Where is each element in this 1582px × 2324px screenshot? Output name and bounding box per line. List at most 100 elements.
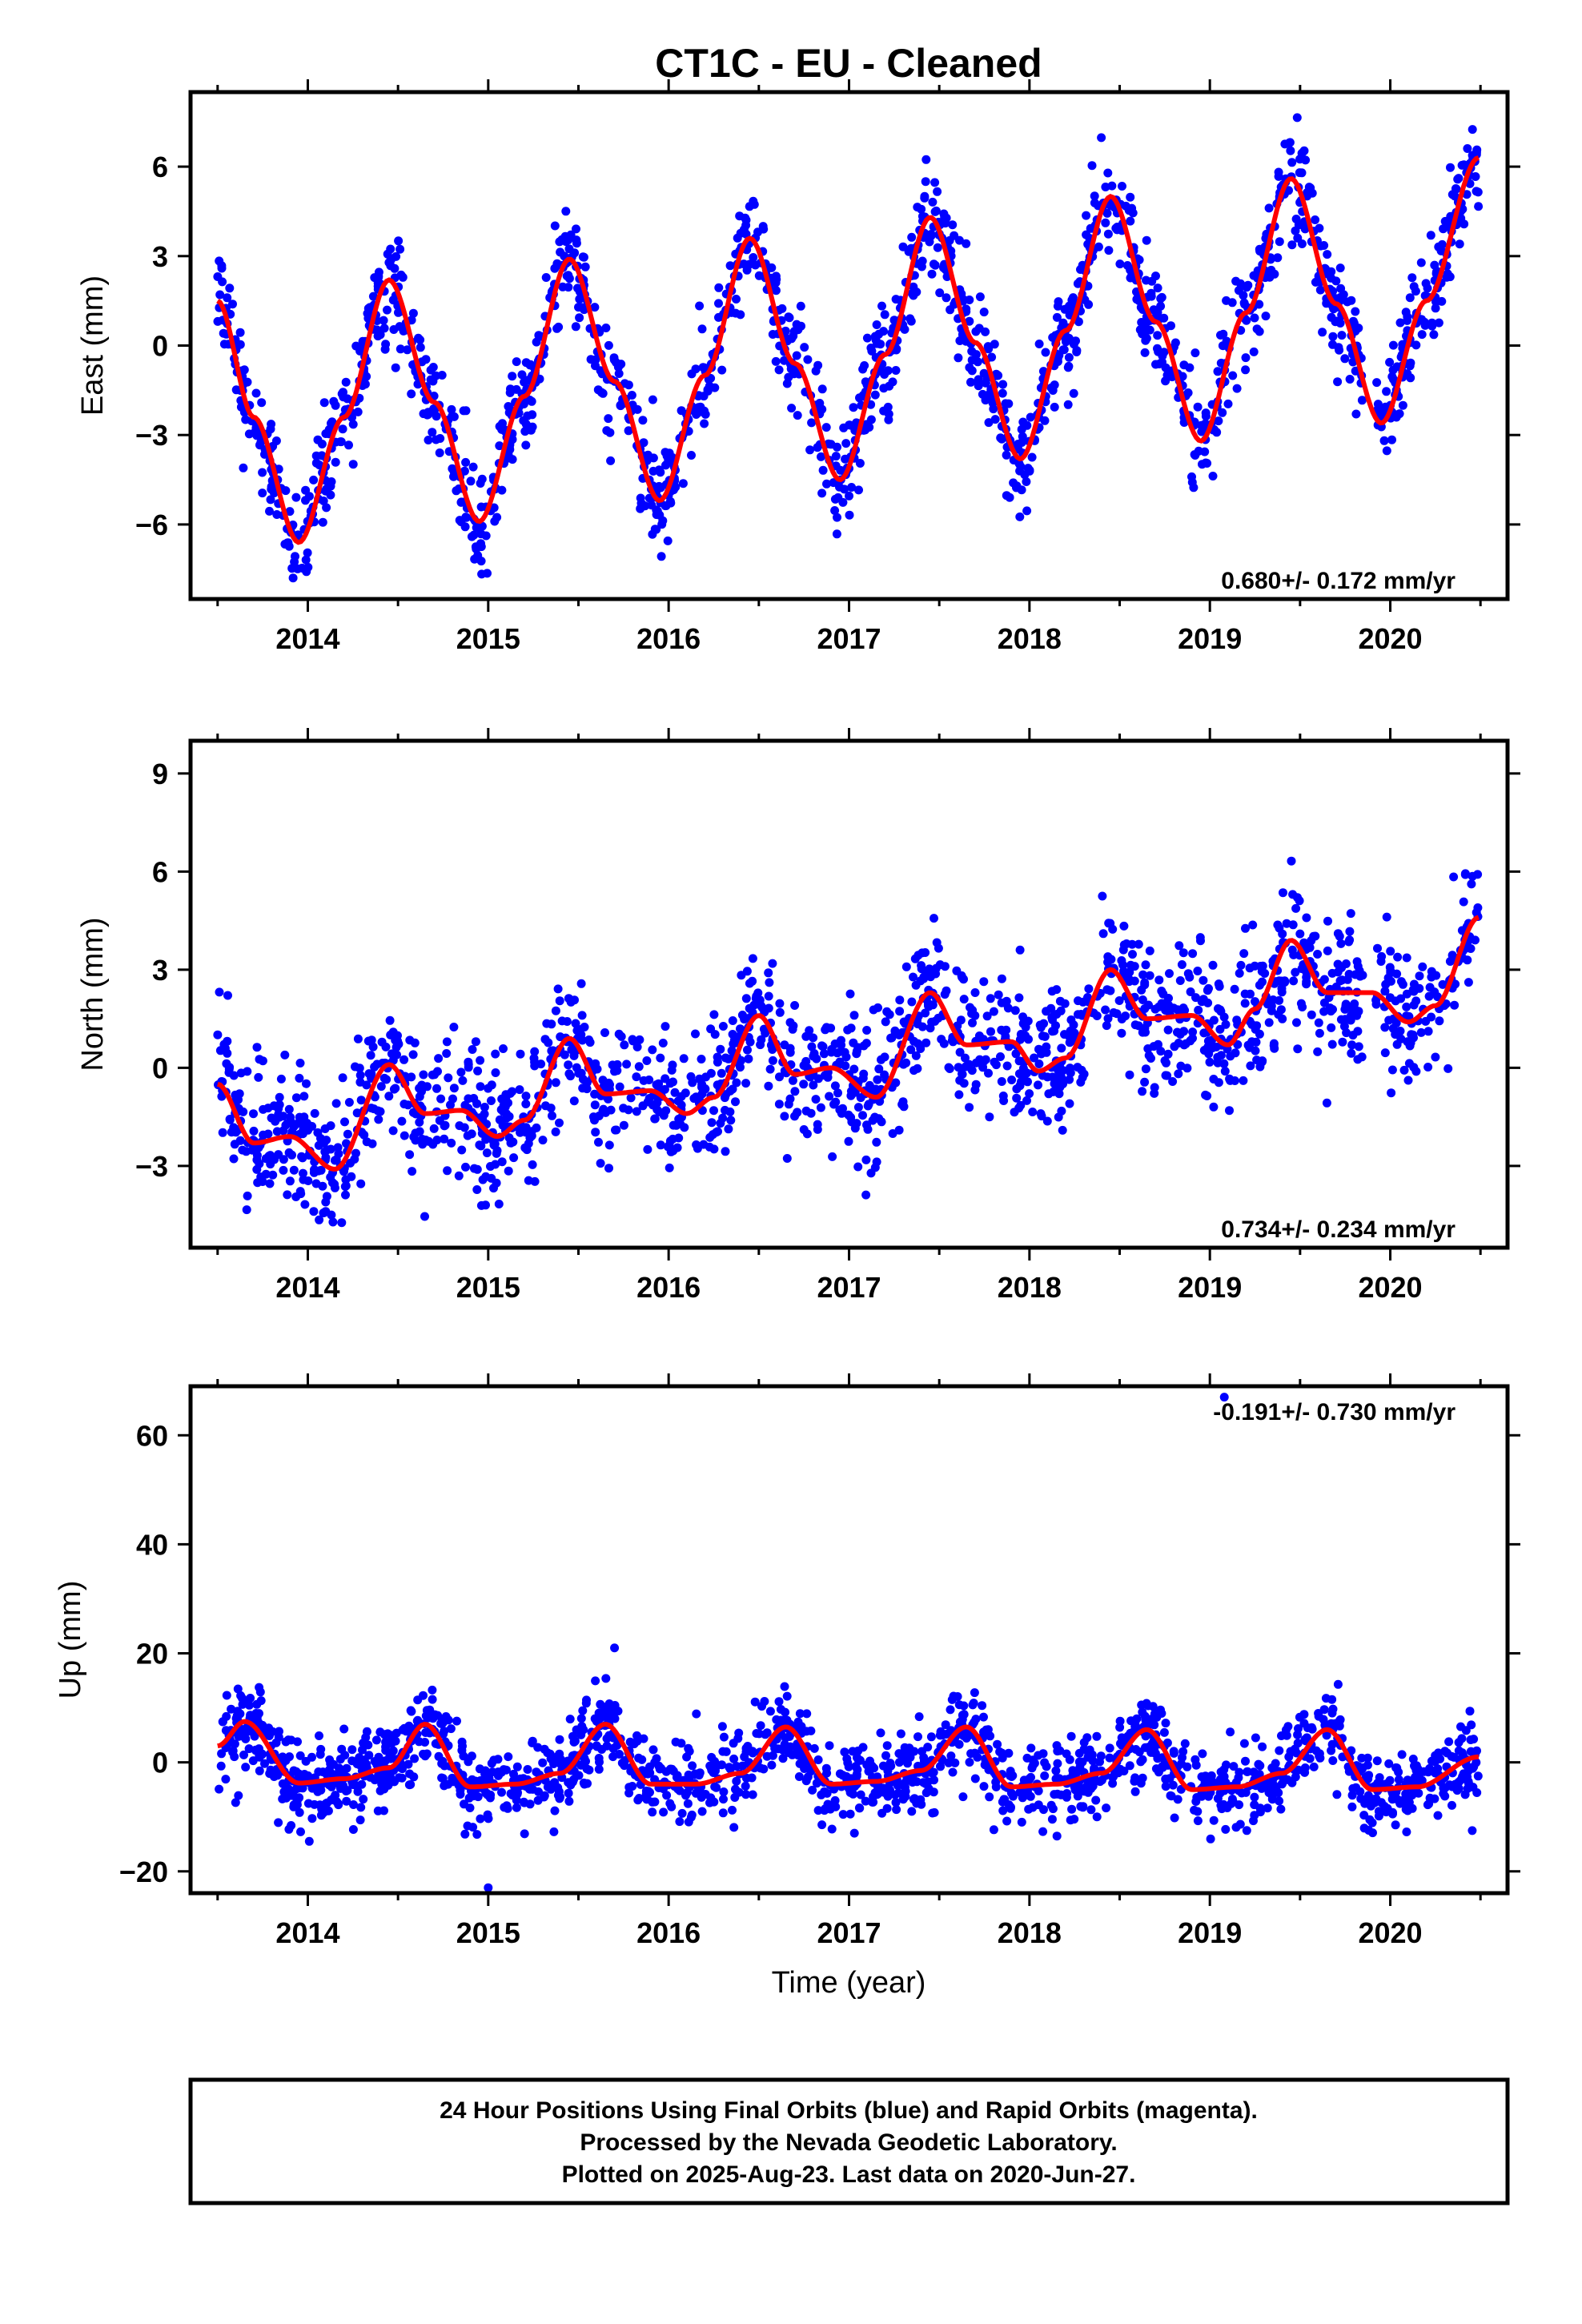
x-tick-label: 2015 — [456, 1271, 520, 1304]
data-point — [1170, 1813, 1179, 1823]
data-point — [1460, 870, 1470, 879]
data-point — [242, 1205, 251, 1215]
data-point — [978, 1701, 987, 1711]
data-point — [1275, 1796, 1284, 1806]
data-point — [1065, 1075, 1074, 1084]
data-point — [447, 1138, 456, 1148]
data-point — [1328, 340, 1337, 349]
data-point — [578, 252, 588, 262]
data-point — [1022, 506, 1032, 516]
data-point — [846, 1023, 856, 1033]
data-point — [1095, 1777, 1105, 1787]
data-point — [792, 351, 801, 360]
data-point — [861, 377, 870, 387]
data-point — [1292, 113, 1302, 123]
data-point — [1380, 987, 1390, 996]
data-point — [1315, 285, 1325, 295]
data-point — [974, 377, 983, 387]
data-point — [731, 308, 741, 318]
data-point — [533, 1795, 543, 1805]
data-point — [1125, 1070, 1134, 1080]
data-point — [1418, 962, 1427, 971]
x-tick-label: 2014 — [275, 1271, 339, 1304]
data-point — [921, 948, 930, 957]
data-point — [1465, 1707, 1475, 1716]
data-point — [662, 1791, 672, 1800]
data-point — [307, 1752, 316, 1762]
data-point — [1132, 1714, 1142, 1723]
data-point — [879, 368, 889, 377]
data-point — [833, 493, 843, 502]
data-point — [1064, 333, 1074, 343]
y-tick-label: 6 — [152, 151, 168, 183]
data-point — [272, 510, 282, 519]
data-point — [591, 1128, 600, 1137]
data-point — [1386, 947, 1395, 956]
data-point — [1091, 1795, 1101, 1805]
data-point — [790, 1001, 800, 1010]
data-point — [645, 1762, 654, 1771]
data-point — [1468, 125, 1477, 135]
data-point — [395, 322, 404, 332]
data-point — [432, 371, 440, 380]
data-point — [551, 1006, 560, 1015]
y-tick-label: 3 — [152, 954, 168, 987]
data-point — [767, 1760, 777, 1770]
data-point — [700, 363, 709, 372]
data-point — [1299, 146, 1309, 155]
data-point — [601, 324, 611, 332]
data-point — [606, 456, 616, 465]
data-point — [379, 324, 389, 333]
data-point — [1024, 1035, 1033, 1044]
data-point — [1067, 296, 1077, 305]
data-point — [817, 489, 827, 498]
data-point — [1063, 363, 1073, 372]
data-point — [1098, 891, 1107, 901]
data-point — [931, 969, 941, 979]
data-point — [1025, 1775, 1034, 1784]
data-point — [1179, 360, 1189, 370]
data-point — [705, 1761, 715, 1771]
data-point — [973, 1752, 982, 1762]
data-point — [762, 1728, 772, 1738]
data-point — [1394, 1775, 1403, 1784]
data-point — [538, 1136, 548, 1145]
data-point — [588, 1112, 598, 1122]
data-point — [1294, 220, 1303, 230]
data-point — [1109, 1008, 1118, 1017]
data-point — [279, 1126, 288, 1136]
data-point — [1443, 1063, 1453, 1073]
data-point — [275, 1112, 284, 1122]
data-point — [914, 1712, 924, 1722]
data-point — [1066, 1026, 1075, 1035]
data-point — [1337, 975, 1347, 985]
data-point — [1219, 1765, 1229, 1775]
data-point — [341, 1787, 351, 1795]
data-point — [219, 1039, 229, 1049]
data-point — [1248, 920, 1258, 930]
data-point — [238, 1145, 247, 1155]
data-point — [1208, 960, 1218, 970]
data-point — [615, 1082, 624, 1092]
data-point — [1179, 1027, 1189, 1036]
data-point — [333, 1143, 343, 1152]
data-point — [486, 1162, 495, 1171]
data-point — [863, 1101, 873, 1111]
data-point — [506, 384, 515, 394]
data-point — [1108, 924, 1118, 934]
data-point — [1264, 203, 1274, 213]
data-point — [831, 1097, 841, 1107]
data-point — [1314, 1711, 1323, 1721]
data-point — [627, 391, 636, 400]
data-point — [1275, 1746, 1284, 1755]
data-point — [748, 954, 757, 963]
data-point — [979, 1712, 988, 1722]
data-point — [1087, 161, 1097, 171]
data-point — [863, 1124, 873, 1134]
data-point — [650, 1775, 660, 1784]
data-point — [400, 1100, 409, 1109]
data-point — [807, 418, 817, 428]
data-point — [1126, 265, 1135, 275]
data-point — [219, 328, 228, 338]
data-point — [562, 271, 572, 281]
